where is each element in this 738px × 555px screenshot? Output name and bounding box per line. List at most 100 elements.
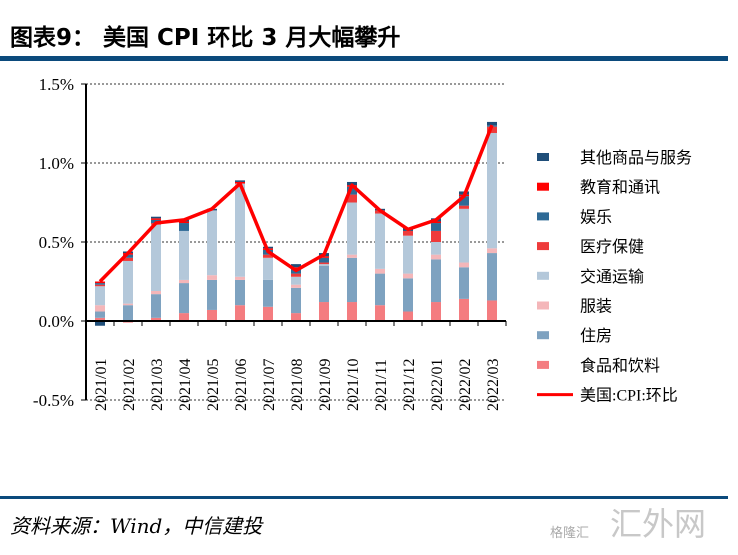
x-tick-label: 2021/02 bbox=[121, 359, 138, 411]
watermark: 汇外网 bbox=[610, 505, 707, 543]
legend-swatch bbox=[537, 331, 549, 340]
bar-segment bbox=[207, 279, 217, 310]
bar-segment bbox=[235, 279, 245, 306]
bar-segment bbox=[347, 202, 357, 255]
bar-segment bbox=[151, 218, 161, 220]
bar-segment bbox=[431, 254, 441, 260]
bar-segment bbox=[431, 221, 441, 224]
y-tick-label: 1.5% bbox=[39, 75, 74, 94]
bar-segment bbox=[487, 132, 497, 249]
bar-segment bbox=[319, 265, 329, 303]
bar-segment bbox=[291, 276, 301, 285]
bar-segment bbox=[95, 317, 105, 321]
bar-segment bbox=[431, 302, 441, 321]
legend-label: 美国:CPI:环比 bbox=[580, 387, 678, 405]
x-tick-label: 2021/07 bbox=[261, 359, 278, 411]
x-tick-label: 2021/03 bbox=[149, 359, 166, 411]
bar-segment bbox=[123, 305, 133, 321]
bar-segment bbox=[319, 256, 329, 258]
legend-swatch bbox=[537, 153, 549, 161]
y-tick-label: 0.0% bbox=[39, 312, 74, 331]
bar-segment bbox=[123, 254, 133, 258]
title-divider bbox=[0, 56, 728, 61]
bar-segment bbox=[291, 284, 301, 288]
bar-segment bbox=[319, 302, 329, 321]
legend-swatch bbox=[537, 301, 549, 310]
bar-segment bbox=[487, 300, 497, 321]
x-tick-label: 2021/04 bbox=[177, 359, 194, 411]
bar-segment bbox=[375, 268, 385, 274]
bar-segment bbox=[207, 210, 217, 276]
bar-segment bbox=[431, 259, 441, 303]
legend-swatch bbox=[537, 182, 549, 191]
bar-segment bbox=[263, 257, 273, 280]
bar-segment bbox=[459, 267, 469, 299]
bar-segment bbox=[487, 248, 497, 254]
x-tick-label: 2021/06 bbox=[233, 359, 250, 411]
bar-segment bbox=[403, 230, 413, 236]
bar-segment bbox=[291, 264, 301, 268]
bar-segment bbox=[291, 287, 301, 314]
bar-segment bbox=[123, 257, 133, 261]
bar-segment bbox=[403, 235, 413, 274]
bar-segment bbox=[235, 305, 245, 321]
figure-title: 图表9： 美国 CPI 环比 3 月大幅攀升 bbox=[10, 25, 401, 51]
bar-segment bbox=[207, 309, 217, 321]
y-tick-label: -0.5% bbox=[33, 391, 74, 410]
bar-segment bbox=[123, 303, 133, 306]
x-tick-label: 2021/09 bbox=[317, 359, 334, 411]
x-tick-label: 2021/05 bbox=[205, 359, 222, 411]
legend-label: 食品和饮料 bbox=[580, 357, 660, 375]
source-note: 资料来源：Wind，中信建投 bbox=[10, 514, 263, 538]
bar-segment bbox=[179, 283, 189, 314]
x-tick-label: 2021/01 bbox=[93, 359, 110, 411]
legend-label: 其他商品与服务 bbox=[580, 149, 692, 167]
legend-swatch bbox=[537, 360, 549, 369]
y-tick-label: 1.0% bbox=[39, 154, 74, 173]
bar-segment bbox=[179, 230, 189, 280]
legend-label: 住房 bbox=[580, 327, 612, 345]
bar-segment bbox=[151, 224, 161, 291]
bar-segment bbox=[319, 262, 329, 265]
legend-swatch bbox=[537, 271, 549, 280]
bar-segment bbox=[151, 290, 161, 295]
bar-segment bbox=[291, 313, 301, 321]
bar-segment bbox=[263, 254, 273, 258]
bar-segment bbox=[459, 208, 469, 263]
bar-segment bbox=[487, 253, 497, 301]
bar-segment bbox=[151, 317, 161, 321]
bar-segment bbox=[319, 257, 329, 263]
bar-segment bbox=[375, 273, 385, 306]
bar-segment bbox=[487, 121, 497, 126]
x-tick-label: 2021/11 bbox=[373, 359, 390, 411]
bar-segment bbox=[123, 260, 133, 304]
bar-segment bbox=[375, 305, 385, 321]
bar-segment bbox=[95, 321, 105, 326]
bar-segment bbox=[459, 298, 469, 321]
bar-segment bbox=[235, 180, 245, 182]
bar-segment bbox=[291, 267, 301, 269]
legend-label: 娱乐 bbox=[580, 208, 612, 226]
bar-segment bbox=[431, 223, 441, 231]
bar-segment bbox=[403, 273, 413, 279]
bar-segment bbox=[263, 279, 273, 307]
bar-segment bbox=[347, 254, 357, 258]
bar-segment bbox=[375, 213, 385, 269]
bar-segment bbox=[431, 230, 441, 242]
bar-segment bbox=[403, 278, 413, 312]
watermark-small: 格隆汇 bbox=[550, 526, 590, 541]
x-tick-label: 2021/10 bbox=[345, 359, 362, 411]
footer-divider bbox=[0, 496, 728, 499]
bar-segment bbox=[151, 294, 161, 318]
bar-segment bbox=[179, 223, 189, 231]
bar-segment bbox=[95, 284, 105, 287]
cpi-line bbox=[98, 124, 494, 283]
bar-segment bbox=[179, 279, 189, 284]
legend-swatch bbox=[537, 242, 549, 251]
bar-segment bbox=[235, 183, 245, 277]
x-tick-label: 2021/12 bbox=[401, 359, 418, 411]
bar-segment bbox=[403, 311, 413, 321]
legend-label: 教育和通讯 bbox=[580, 179, 660, 197]
bar-segment bbox=[431, 242, 441, 255]
